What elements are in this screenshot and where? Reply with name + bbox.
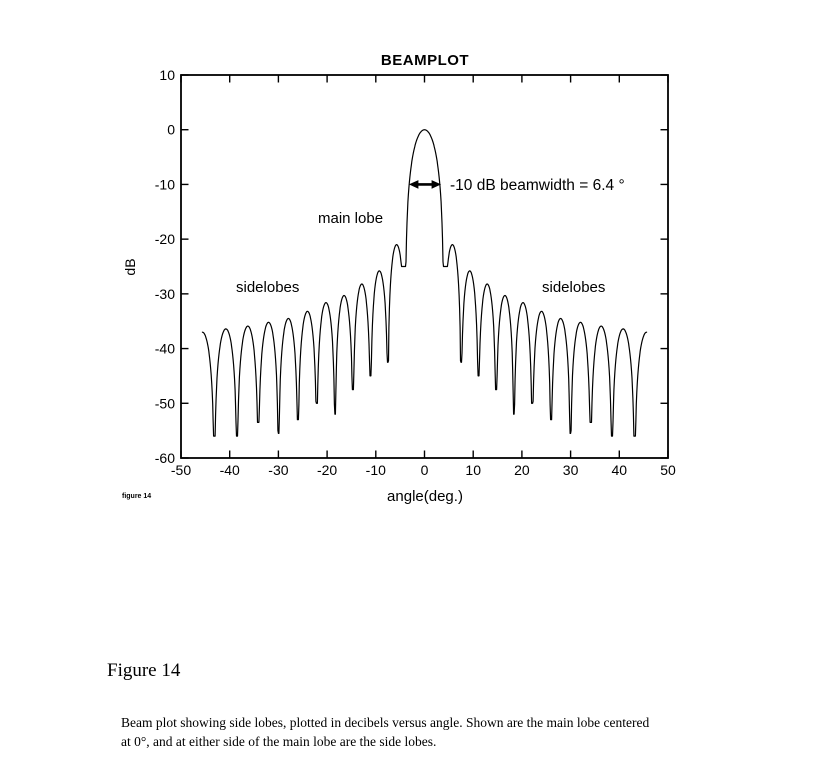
y-tick-label: -50	[155, 395, 175, 411]
plot-box	[180, 74, 669, 459]
y-tick-label: 0	[167, 122, 175, 138]
figure-heading: Figure 14	[107, 660, 181, 681]
y-tick-label: -30	[155, 286, 175, 302]
main-lobe-annotation: main lobe	[318, 210, 383, 227]
x-tick-label: -10	[366, 462, 386, 478]
beam-pattern-curve	[201, 129, 648, 437]
caption-line: at 0°, and at either side of the main lo…	[121, 733, 437, 749]
x-tick-label: -50	[171, 462, 191, 478]
axis-tick-labels: -50 -40 -30 -20 -10 0 10 20 30 40 50 10 0 -10 -20 -30 -4…	[155, 67, 676, 478]
x-tick-label: 50	[660, 462, 676, 478]
y-tick-label: -10	[155, 176, 175, 192]
x-tick-label: -30	[268, 462, 288, 478]
arrow-right-head-icon	[431, 180, 442, 189]
arrow-left-head-icon	[408, 180, 419, 189]
figure-caption: Beam plot showing side lobes, plotted in…	[121, 714, 746, 751]
y-tick-label: -20	[155, 231, 175, 247]
x-tick-label: 20	[514, 462, 530, 478]
y-tick-label: -60	[155, 450, 175, 466]
sidelobes-right-annotation: sidelobes	[542, 279, 605, 296]
beamplot-chart: BEAMPLOT -50 -40 -30 -20 -10 0 10 20 30 40 50 10 0 -1…	[122, 52, 676, 505]
y-tick-label: -40	[155, 341, 175, 357]
chart-title: BEAMPLOT	[381, 52, 469, 69]
beamwidth-annotation: -10 dB beamwidth = 6.4 °	[450, 177, 625, 194]
x-tick-label: 30	[563, 462, 579, 478]
sidelobes-left-annotation: sidelobes	[236, 279, 299, 296]
beamwidth-arrow	[408, 180, 442, 189]
x-tick-label: -40	[220, 462, 240, 478]
axis-ticks	[180, 74, 669, 459]
x-tick-label: 40	[612, 462, 628, 478]
caption-line: Beam plot showing side lobes, plotted in…	[121, 715, 650, 730]
x-tick-label: 10	[465, 462, 481, 478]
y-axis-label: dB	[122, 258, 138, 275]
y-tick-label: 10	[159, 67, 175, 83]
x-axis-label: angle(deg.)	[387, 488, 463, 505]
figure-number-small: figure 14	[122, 493, 152, 500]
x-tick-label: -20	[317, 462, 337, 478]
x-tick-label: 0	[421, 462, 429, 478]
